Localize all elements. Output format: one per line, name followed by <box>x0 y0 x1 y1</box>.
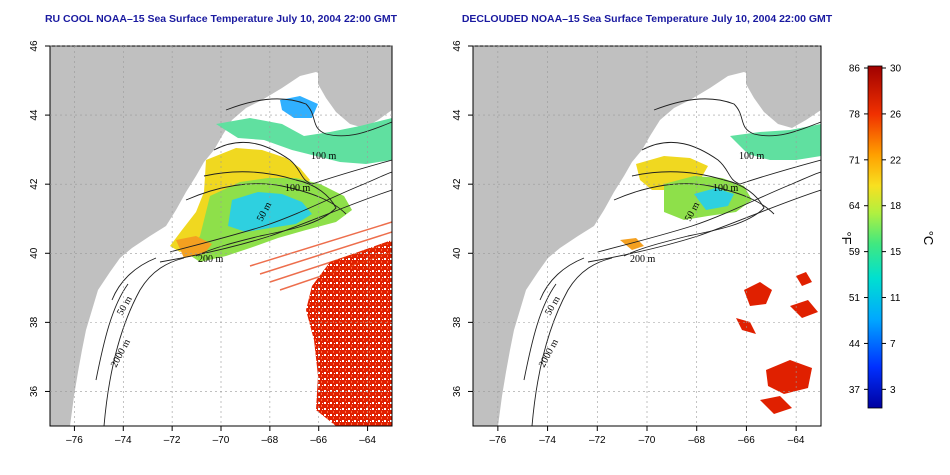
tick-label-lon: –68 <box>262 435 279 446</box>
tick-label-lat: 44 <box>452 109 463 121</box>
right-contour-label-200m: 200 m <box>630 254 656 265</box>
tick-label-lat: 46 <box>452 40 463 52</box>
colorbar-label-c: 22 <box>890 155 902 166</box>
tick-label-lat: 42 <box>452 178 463 190</box>
colorbar-label-c: 3 <box>890 385 896 396</box>
tick-label-lon: –76 <box>490 435 507 446</box>
colorbar-label-f: 78 <box>849 109 861 120</box>
right-warm-patch-d <box>760 396 792 414</box>
tick-label-lon: –74 <box>539 435 556 446</box>
right-warm-patch-c <box>766 360 812 394</box>
right-land <box>473 46 821 426</box>
right-axis-ticks: –76 –74 –72 –70 –68 –66 –64 46 44 42 40 38 36 <box>452 40 821 446</box>
colorbar-ticks: 86 78 71 64 59 51 44 37 30 26 22 18 15 11 7 3 <box>849 64 902 396</box>
left-contour-label-100m-a: 100 m <box>311 151 337 162</box>
tick-label-lat: 44 <box>29 109 40 121</box>
left-map <box>50 46 392 426</box>
tick-label-lat: 42 <box>29 178 40 190</box>
right-contour-label-100m-b: 100 m <box>713 183 739 194</box>
left-land-east <box>318 46 392 128</box>
tick-label-lon: –64 <box>788 435 805 446</box>
tick-label-lat: 36 <box>452 385 463 397</box>
right-shelf-cyan <box>694 188 734 210</box>
colorbar-label-c: 11 <box>890 293 901 304</box>
right-land-east <box>746 46 821 128</box>
tick-label-lon: –64 <box>359 435 376 446</box>
tick-label-lat: 40 <box>29 247 40 259</box>
tick-label-lon: –74 <box>115 435 132 446</box>
right-gulf-green <box>730 124 821 160</box>
left-gulf-blue <box>280 96 318 118</box>
tick-label-lon: –68 <box>688 435 705 446</box>
colorbar-label-f: 37 <box>849 385 861 396</box>
tick-label-lon: –66 <box>738 435 755 446</box>
colorbar-label-f: 86 <box>849 64 861 75</box>
tick-label-lon: –66 <box>310 435 327 446</box>
tick-label-lon: –76 <box>66 435 83 446</box>
right-contour-label-100m-a: 100 m <box>739 151 765 162</box>
tick-label-lat: 36 <box>29 385 40 397</box>
left-panel-title: RU COOL NOAA–15 Sea Surface Temperature … <box>45 13 398 25</box>
colorbar-strip <box>867 65 883 409</box>
tick-label-lon: –70 <box>213 435 230 446</box>
left-contour-label-200m: 200 m <box>198 254 224 265</box>
tick-label-lon: –72 <box>589 435 606 446</box>
left-warm-core <box>306 240 392 426</box>
tick-label-lat: 38 <box>29 316 40 328</box>
colorbar-label-f: 44 <box>849 339 861 350</box>
colorbar-label-c: 26 <box>890 109 902 120</box>
tick-label-lat: 40 <box>452 247 463 259</box>
left-axis-ticks: –76 –74 –72 –70 –68 –66 –64 46 44 42 40 38 36 <box>29 40 392 446</box>
colorbar-label-f: 64 <box>849 201 861 212</box>
left-contour-label-100m-b: 100 m <box>285 183 311 194</box>
colorbar: 86 78 71 64 59 51 44 37 30 26 22 18 15 11 7 3 °F °C <box>839 64 936 409</box>
right-warm-patch-a <box>744 282 772 306</box>
colorbar-label-f: 51 <box>849 293 861 304</box>
left-panel: RU COOL NOAA–15 Sea Surface Temperature … <box>29 13 398 446</box>
right-warm-patch-b <box>790 300 818 318</box>
right-panel-title: DECLOUDED NOAA–15 Sea Surface Temperatur… <box>462 13 833 25</box>
celsius-unit-label: °C <box>921 231 936 246</box>
right-panel: DECLOUDED NOAA–15 Sea Surface Temperatur… <box>452 13 833 446</box>
colorbar-label-c: 18 <box>890 201 902 212</box>
colorbar-label-c: 7 <box>890 339 896 350</box>
right-contours <box>523 98 821 426</box>
tick-label-lat: 46 <box>29 40 40 52</box>
right-warm-patch-e <box>736 318 756 334</box>
colorbar-label-c: 15 <box>890 247 902 258</box>
left-gulf-green <box>216 118 392 164</box>
tick-label-lon: –72 <box>164 435 181 446</box>
colorbar-label-f: 71 <box>849 155 861 166</box>
tick-label-lon: –70 <box>639 435 656 446</box>
left-land <box>50 46 392 426</box>
colorbar-label-f: 59 <box>849 247 861 258</box>
tick-label-lat: 38 <box>452 316 463 328</box>
colorbar-label-c: 30 <box>890 64 902 75</box>
right-warm-patch-f <box>796 272 812 286</box>
fahrenheit-unit-label: °F <box>839 231 854 244</box>
